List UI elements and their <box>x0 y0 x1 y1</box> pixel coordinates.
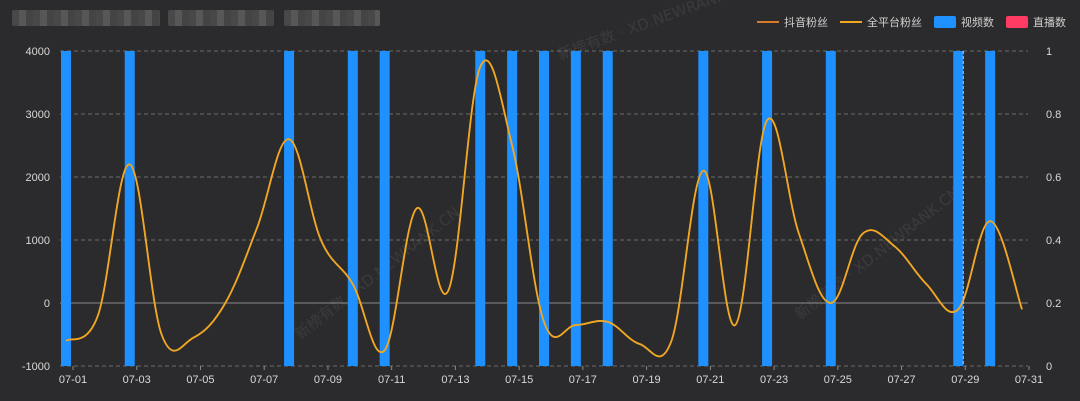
video-count-bar <box>284 51 295 366</box>
video-count-bar <box>570 51 581 366</box>
x-axis-tick: 07-29 <box>951 374 979 386</box>
video-count-bar <box>602 51 613 366</box>
watermark-text: 新榜有数 · XD.NEWRANK.CN <box>291 203 463 343</box>
legend-item-all-platform-fans[interactable]: 全平台粉丝 <box>840 14 922 30</box>
video-count-bars <box>61 51 996 366</box>
y-axis-right-tick: 1 <box>1046 46 1052 58</box>
x-axis-tick: 07-05 <box>186 374 214 386</box>
y-axis-left-tick: 0 <box>44 298 50 310</box>
x-axis-tick: 07-15 <box>505 374 533 386</box>
legend-swatch-all-platform-fans <box>840 21 862 23</box>
y-axis-left-tick: 4000 <box>26 46 50 58</box>
legend-label-live-count: 直播数 <box>1033 17 1066 29</box>
y-axis-right-tick: 0.2 <box>1046 298 1061 310</box>
legend-item-douyin-fans[interactable]: 抖音粉丝 <box>757 14 828 30</box>
x-axis-tick: 07-07 <box>250 374 278 386</box>
y-axis-left-tick: 1000 <box>26 235 50 247</box>
legend-swatch-douyin-fans <box>757 21 779 23</box>
video-count-bar <box>61 51 71 366</box>
blurred-meta <box>284 10 380 26</box>
x-axis-tick: 07-31 <box>1015 374 1043 386</box>
legend-label-douyin-fans: 抖音粉丝 <box>784 17 828 29</box>
y-axis-right-labels: 1 0.8 0.6 0.4 0.2 0 <box>1046 46 1061 373</box>
video-count-bar <box>507 51 518 366</box>
x-axis-tick: 07-09 <box>314 374 342 386</box>
y-axis-right-tick: 0 <box>1046 361 1052 373</box>
legend-item-video-count[interactable]: 视频数 <box>934 14 994 30</box>
legend-label-all-platform-fans: 全平台粉丝 <box>867 17 922 29</box>
x-axis-tick: 07-23 <box>760 374 788 386</box>
video-count-bar <box>953 51 964 366</box>
x-axis-labels: 07-01 07-03 07-05 07-07 07-09 07-11 07-13 07-15… <box>59 366 1043 386</box>
legend-item-live-count[interactable]: 直播数 <box>1006 14 1066 30</box>
x-axis-tick: 07-01 <box>59 374 87 386</box>
video-count-bar <box>985 51 996 366</box>
video-count-bar <box>762 51 773 366</box>
video-count-bar <box>347 51 358 366</box>
video-count-bar <box>825 51 836 366</box>
x-axis-tick: 07-27 <box>887 374 915 386</box>
y-axis-right-tick: 0.6 <box>1046 172 1061 184</box>
video-count-bar <box>539 51 549 366</box>
watermark-text: 新榜有数 · XD.NEWRANK.CN <box>555 0 753 64</box>
blurred-title <box>12 10 160 26</box>
y-axis-left-tick: -1000 <box>22 361 50 373</box>
x-axis-tick: 07-25 <box>824 374 852 386</box>
y-axis-left-tick: 3000 <box>26 109 50 121</box>
video-count-bar <box>698 51 709 366</box>
y-axis-left-labels: 4000 3000 2000 1000 0 -1000 <box>22 46 50 373</box>
fans-lines <box>65 59 1023 358</box>
x-axis-tick: 07-11 <box>378 374 405 386</box>
y-axis-right-tick: 0.8 <box>1046 109 1061 121</box>
x-axis-tick: 07-21 <box>696 374 724 386</box>
x-axis-tick: 07-19 <box>633 374 661 386</box>
watermark-text: 新榜有数 · XD.NEWRANK.CN <box>791 183 963 323</box>
x-axis-tick: 07-03 <box>123 374 151 386</box>
x-axis-tick: 07-17 <box>569 374 597 386</box>
x-axis-tick: 07-13 <box>441 374 469 386</box>
video-count-bar <box>124 51 135 366</box>
y-axis-right-tick: 0.4 <box>1046 235 1061 247</box>
all-platform-fans-line <box>65 59 1023 358</box>
y-axis-left-tick: 2000 <box>26 172 50 184</box>
video-count-bar <box>379 51 390 366</box>
legend-swatch-live-count <box>1006 16 1028 28</box>
blurred-subtitle <box>168 10 274 26</box>
video-count-bar <box>475 51 486 366</box>
chart-legend: 抖音粉丝 全平台粉丝 视频数 直播数 <box>757 14 1066 30</box>
legend-swatch-video-count <box>934 16 956 28</box>
legend-label-video-count: 视频数 <box>961 17 994 29</box>
